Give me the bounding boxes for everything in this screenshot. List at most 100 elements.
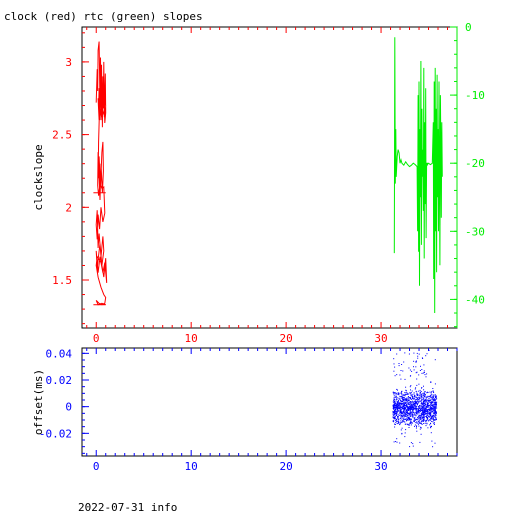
offset-point [419,400,421,402]
offset-point [422,399,424,401]
offset-point [403,414,405,416]
offset-point [422,415,424,417]
offset-point [430,396,431,398]
offset-point [413,405,415,407]
offset-point [432,407,434,409]
offset-point [415,372,417,374]
offset-point [419,391,421,393]
offset-point [397,410,399,412]
offset-point [396,441,398,443]
offset-point [416,378,418,380]
offset-point [414,398,416,400]
offset-point [407,394,409,395]
offset-point [421,407,423,409]
offset-point [402,403,404,405]
offset-point [428,412,430,414]
offset-point [407,408,409,409]
offset-point [401,364,403,365]
offset-point [431,401,433,403]
offset-point [422,402,424,404]
offset-point [415,411,417,413]
offset-point [418,374,420,376]
offset-point [413,406,415,408]
offset-point [428,401,430,403]
offset-point [395,410,397,412]
offset-point [432,395,434,397]
offset-point [415,408,417,410]
offset-point [393,421,395,423]
offset-point [403,394,404,396]
offset-point [417,416,419,418]
offset-point [396,388,398,390]
offset-point [399,374,401,376]
offset-point [395,420,397,422]
offset-point [405,398,407,400]
offset-point [406,411,408,413]
offset-point [427,399,429,401]
offset-point [393,392,395,394]
offset-point [413,414,415,416]
offset-point [409,409,411,411]
offset-point [402,400,404,402]
offset-point [398,408,400,410]
offset-point [432,408,433,410]
offset-point [425,416,427,417]
offset-point [433,412,435,413]
offset-point [404,410,406,412]
offset-point [408,406,410,408]
offset-point [405,390,407,392]
offset-point [417,411,419,413]
offset-point [396,397,398,398]
offset-point [417,400,419,402]
offset-point [419,410,421,412]
offset-point [427,404,429,406]
offset-point [423,401,425,403]
offset-point [396,374,398,376]
offset-point [409,410,411,412]
offset-point [432,394,434,396]
offset-point [416,391,418,393]
offset-point [418,414,420,416]
offset-point [408,403,410,405]
offset-point [419,418,421,420]
offset-point [416,430,418,432]
offset-point [428,396,430,398]
offset-point [435,403,437,405]
offset-point [424,374,426,376]
offset-point [404,408,406,410]
offset-point [417,401,419,403]
offset-point [415,422,417,424]
offset-point [421,417,423,419]
offset-point [433,408,435,410]
offset-point [427,400,429,402]
offset-point [400,412,402,414]
offset-point [410,406,412,408]
offset-y-tick-label: 0.02 [46,374,73,387]
y2-tick-label: -10 [465,89,485,102]
offset-point [431,400,433,402]
offset-point [418,399,420,401]
offset-point [403,411,404,412]
offset-point [400,408,402,410]
top-x-axis: 0 10 20 30 [86,27,458,345]
offset-point [425,402,427,404]
offset-point [397,403,399,405]
x-tick-label: 20 [279,332,292,345]
offset-point [431,421,433,422]
offset-point [432,397,434,399]
offset-point [432,407,434,409]
offset-point [408,423,410,425]
offset-point [430,415,431,417]
offset-point [407,418,409,420]
offset-point [392,391,394,393]
offset-point [425,400,427,402]
offset-point [420,414,422,416]
offset-point [411,370,413,372]
offset-point [393,412,395,414]
offset-point [397,402,399,404]
offset-point [430,403,431,405]
offset-point [404,421,406,423]
offset-point [403,408,405,410]
offset-point [406,412,408,414]
